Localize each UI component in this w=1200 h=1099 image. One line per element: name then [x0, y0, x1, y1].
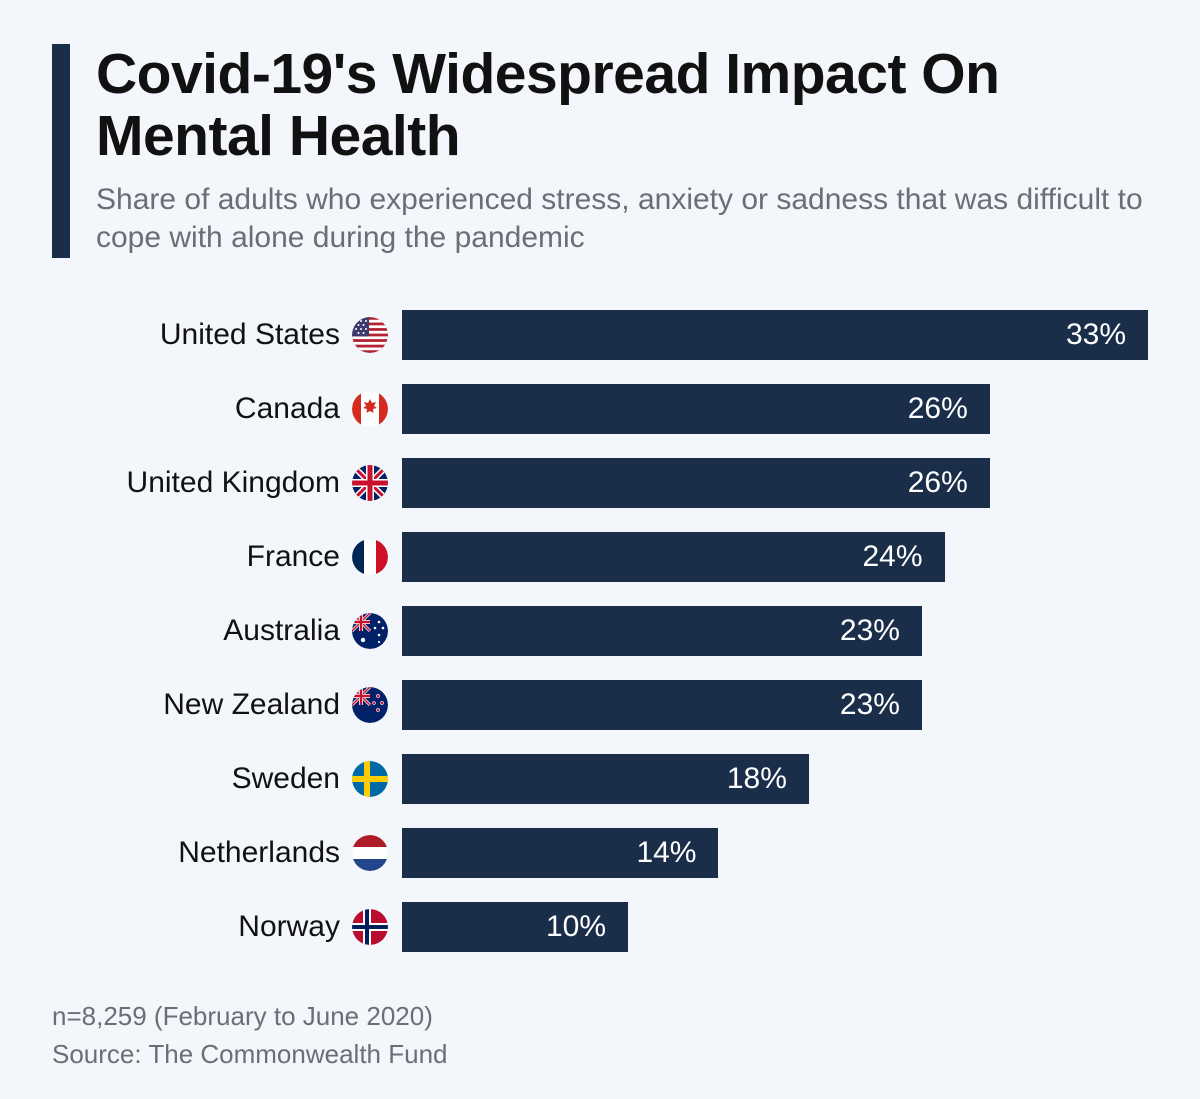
chart-row: Canada 26%	[52, 372, 1148, 446]
no-flag-icon	[352, 909, 388, 945]
bar-value-label: 23%	[840, 688, 900, 722]
chart-row: Sweden 18%	[52, 742, 1148, 816]
bar-track: 10%	[402, 902, 1148, 952]
bar-chart: United States 33%Canada 26%United Kingdo…	[52, 298, 1148, 964]
se-flag-icon	[352, 761, 388, 797]
chart-header: Covid-19's Widespread Impact On Mental H…	[52, 44, 1148, 258]
country-label: New Zealand	[163, 688, 340, 722]
chart-footer: n=8,259 (February to June 2020) Source: …	[52, 998, 1148, 1073]
label-col: France	[52, 539, 402, 575]
label-col: Australia	[52, 613, 402, 649]
bar: 26%	[402, 458, 990, 508]
label-col: United States	[52, 317, 402, 353]
bar-value-label: 10%	[546, 910, 606, 944]
label-col: Netherlands	[52, 835, 402, 871]
us-flag-icon	[352, 317, 388, 353]
ca-flag-icon	[352, 391, 388, 427]
chart-row: United Kingdom 26%	[52, 446, 1148, 520]
chart-row: New Zealand 23%	[52, 668, 1148, 742]
bar-track: 24%	[402, 532, 1148, 582]
label-col: Canada	[52, 391, 402, 427]
bar: 10%	[402, 902, 628, 952]
chart-title: Covid-19's Widespread Impact On Mental H…	[96, 44, 1148, 167]
bar: 14%	[402, 828, 718, 878]
label-col: New Zealand	[52, 687, 402, 723]
country-label: Norway	[238, 910, 340, 944]
bar-track: 26%	[402, 458, 1148, 508]
chart-row: Norway 10%	[52, 890, 1148, 964]
label-col: Norway	[52, 909, 402, 945]
bar-value-label: 26%	[908, 392, 968, 426]
fr-flag-icon	[352, 539, 388, 575]
country-label: United States	[160, 318, 340, 352]
bar-value-label: 33%	[1066, 318, 1126, 352]
footer-sample: n=8,259 (February to June 2020)	[52, 998, 1148, 1036]
country-label: Australia	[223, 614, 340, 648]
chart-row: Australia 23%	[52, 594, 1148, 668]
country-label: Sweden	[232, 762, 340, 796]
bar-value-label: 23%	[840, 614, 900, 648]
bar-track: 26%	[402, 384, 1148, 434]
country-label: United Kingdom	[127, 466, 340, 500]
nz-flag-icon	[352, 687, 388, 723]
bar: 18%	[402, 754, 809, 804]
bar-value-label: 26%	[908, 466, 968, 500]
bar-value-label: 14%	[636, 836, 696, 870]
bar-track: 23%	[402, 606, 1148, 656]
country-label: Netherlands	[178, 836, 340, 870]
bar-track: 14%	[402, 828, 1148, 878]
country-label: Canada	[235, 392, 340, 426]
gb-flag-icon	[352, 465, 388, 501]
label-col: Sweden	[52, 761, 402, 797]
bar: 24%	[402, 532, 945, 582]
chart-subtitle: Share of adults who experienced stress, …	[96, 181, 1148, 258]
bar-track: 23%	[402, 680, 1148, 730]
chart-row: United States 33%	[52, 298, 1148, 372]
chart-row: France 24%	[52, 520, 1148, 594]
chart-row: Netherlands 14%	[52, 816, 1148, 890]
bar-track: 18%	[402, 754, 1148, 804]
bar-value-label: 24%	[862, 540, 922, 574]
bar: 33%	[402, 310, 1148, 360]
bar-track: 33%	[402, 310, 1148, 360]
nl-flag-icon	[352, 835, 388, 871]
bar: 26%	[402, 384, 990, 434]
label-col: United Kingdom	[52, 465, 402, 501]
bar-value-label: 18%	[727, 762, 787, 796]
bar: 23%	[402, 606, 922, 656]
au-flag-icon	[352, 613, 388, 649]
country-label: France	[247, 540, 340, 574]
bar: 23%	[402, 680, 922, 730]
footer-source: Source: The Commonwealth Fund	[52, 1036, 1148, 1074]
